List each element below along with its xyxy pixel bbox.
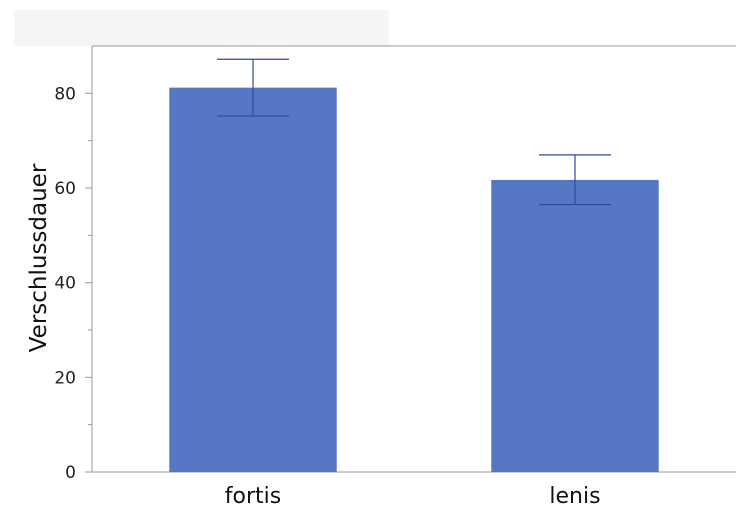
x-category-label: fortis [225, 484, 281, 509]
y-tick-label: 60 [54, 179, 76, 199]
y-axis-ticks: 0 20 40 60 80 [54, 84, 92, 483]
header-band [14, 10, 389, 46]
bar-fortis [169, 87, 337, 473]
y-tick-label: 80 [54, 84, 76, 104]
x-category-label: lenis [549, 484, 600, 509]
y-axis-title: Verschlussdauer [26, 163, 52, 352]
bar-lenis [491, 179, 659, 472]
plot-area [91, 45, 736, 473]
y-tick-label: 20 [54, 368, 76, 388]
x-axis-labels: fortis lenis [225, 484, 601, 509]
y-tick-label: 40 [54, 274, 76, 294]
y-tick-label: 0 [65, 463, 76, 483]
